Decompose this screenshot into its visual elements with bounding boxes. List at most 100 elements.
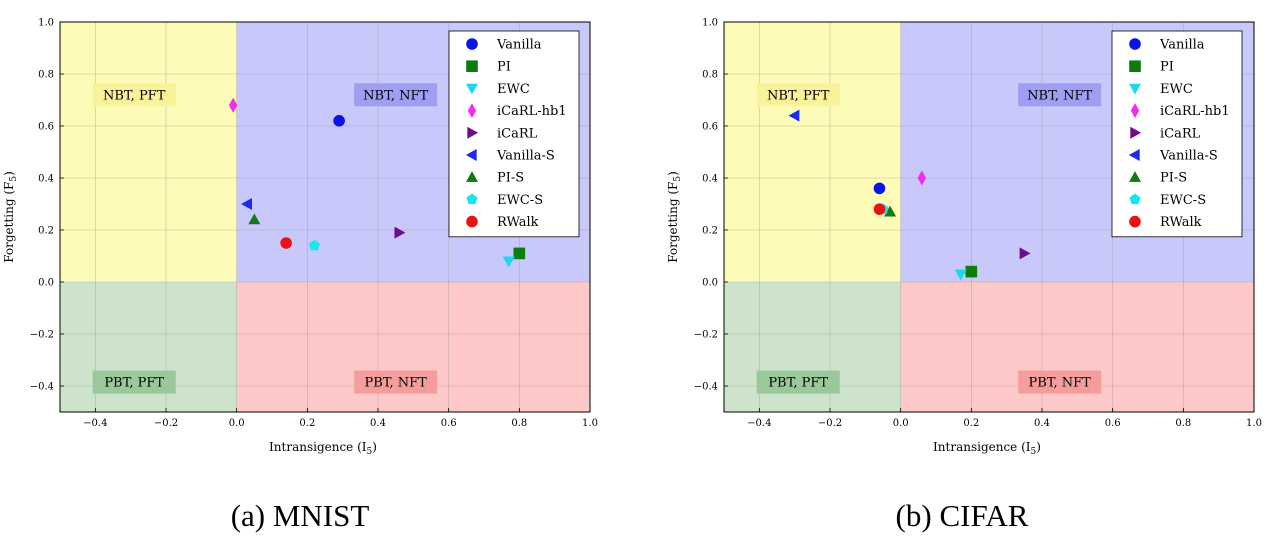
legend-entry-ewc: EWC	[497, 82, 530, 97]
x-tick-label: 0.2	[299, 418, 315, 429]
legend-entry-vanilla-s: Vanilla-S	[496, 149, 555, 164]
point-icarl-hb1-diamond-marker	[228, 97, 238, 113]
legend-entry-rwalk: RWalk	[1160, 215, 1202, 230]
plot-frame	[723, 21, 1255, 413]
quadrant-label-pbt-nft: PBT, NFT	[1028, 376, 1091, 391]
quadrant-label-nbt-nft: NBT, NFT	[1027, 88, 1092, 103]
y-tick-label: −0.2	[30, 330, 54, 341]
legend-vanilla-s-triangle-left-marker	[1128, 148, 1140, 162]
quadrant-nbt-pft	[724, 22, 901, 282]
point-vanilla-circle-marker	[873, 182, 886, 195]
quadrant-label-pbt-nft: PBT, NFT	[364, 376, 427, 391]
legend-entry-vanilla: Vanilla	[1159, 38, 1205, 53]
y-tick-label: 0.8	[702, 70, 718, 81]
legend-entry-pi-s: PI-S	[1160, 171, 1187, 186]
y-axis-label: Forgetting (F5)	[2, 171, 19, 263]
point-rwalk-circle-marker	[280, 237, 292, 249]
point-vanilla-s-triangle-left-marker	[241, 197, 252, 211]
y-tick-label: 0.0	[38, 278, 54, 289]
y-axis-label: Forgetting (F5)	[666, 171, 683, 263]
figure-caption: (b) CIFAR	[896, 498, 1029, 533]
quadrant-label-box	[1018, 83, 1102, 107]
point-ewc-triangle-down-marker	[502, 256, 515, 268]
x-tick-label: 0.0	[893, 418, 909, 429]
legend-pi-s-triangle-up-marker	[465, 171, 479, 182]
chart-panel-mnist: NBT, PFT NBT, NFT PBT, PFT PBT, NFT −0.4 −0.2…	[2, 18, 598, 534]
legend-entry-ewc: EWC	[1160, 82, 1193, 97]
legend-icarl-triangle-right-marker	[1130, 126, 1142, 139]
legend-icarl-hb1-diamond-marker	[467, 103, 477, 119]
quadrant-label-box	[756, 83, 840, 107]
y-tick-label: 0.8	[38, 70, 54, 81]
x-axis-label: Intransigence (I5)	[933, 440, 1041, 457]
point-icarl-triangle-right-marker	[1019, 247, 1031, 260]
y-tick-label: 0.2	[38, 226, 54, 237]
point-ewc-triangle-down-marker	[954, 269, 967, 281]
point-vanilla-s-triangle-left-marker	[788, 109, 800, 122]
legend-entry-pi-s: PI-S	[497, 171, 524, 186]
x-tick-label: 0.8	[511, 418, 527, 429]
legend-icarl-triangle-right-marker	[467, 126, 479, 139]
point-rwalk-circle-marker	[873, 203, 886, 215]
x-tick-label: −0.2	[154, 418, 178, 429]
y-tick-label: 0.4	[38, 174, 54, 185]
legend-vanilla-circle-marker	[466, 38, 478, 50]
legend-entry-icarl: iCaRL	[1160, 126, 1201, 141]
figure-caption: (a) MNIST	[231, 498, 370, 533]
legend-entry-vanilla-s: Vanilla-S	[1159, 149, 1218, 164]
legend-pi-square-marker	[1129, 60, 1141, 73]
point-ewc-s-pentagon-marker	[308, 239, 320, 251]
x-tick-label: 0.4	[370, 418, 386, 429]
quadrant-label-box	[1018, 370, 1102, 394]
x-tick-label: −0.4	[747, 418, 771, 429]
legend-entry-icarl: iCaRL	[497, 126, 538, 141]
x-tick-label: 0.6	[441, 418, 457, 429]
legend-ewc-s-pentagon-marker	[466, 193, 478, 205]
y-tick-label: −0.2	[694, 330, 718, 341]
quadrant-label-box	[354, 370, 438, 394]
x-tick-label: 0.0	[229, 418, 245, 429]
legend-pi-s-triangle-up-marker	[1128, 171, 1142, 182]
y-tick-label: 0.2	[702, 226, 718, 237]
y-tick-label: −0.4	[694, 382, 718, 393]
x-tick-label: 0.6	[1105, 418, 1121, 429]
quadrant-label-nbt-nft: NBT, NFT	[363, 88, 428, 103]
legend-rwalk-circle-marker	[1129, 215, 1141, 228]
legend-icarl-hb1-diamond-marker	[1130, 103, 1140, 119]
point-pi-square-marker	[513, 247, 526, 260]
point-pi-square-marker	[965, 265, 978, 278]
point-icarl-hb1-diamond-marker	[917, 170, 927, 186]
y-tick-label: 0.6	[38, 122, 54, 133]
legend-ewc-s-pentagon-marker	[1129, 193, 1141, 205]
quadrant-label-box	[756, 370, 840, 394]
chart-panel-cifar: NBT, PFT NBT, NFT PBT, PFT PBT, NFT −0.4 −0.2…	[666, 18, 1262, 534]
legend-entry-ewc-s: EWC-S	[497, 193, 543, 208]
legend-vanilla-circle-marker	[1129, 38, 1141, 50]
y-tick-label: 1.0	[38, 18, 54, 29]
legend-ewc-triangle-down-marker	[465, 83, 479, 95]
quadrant-label-nbt-pft: NBT, PFT	[767, 88, 830, 103]
legend-ewc-triangle-down-marker	[1128, 83, 1142, 95]
x-tick-label: 0.2	[963, 418, 979, 429]
legend-entry-icarl-hb1: iCaRL-hb1	[1160, 104, 1230, 119]
y-tick-label: 1.0	[702, 18, 718, 29]
x-tick-label: 0.8	[1175, 418, 1191, 429]
point-icarl-triangle-right-marker	[394, 226, 406, 239]
point-vanilla-circle-marker	[333, 115, 345, 127]
quadrant-label-pbt-pft: PBT, PFT	[104, 376, 164, 391]
quadrant-nbt-pft	[60, 22, 237, 282]
x-tick-label: 0.4	[1034, 418, 1050, 429]
legend-entry-icarl-hb1: iCaRL-hb1	[497, 104, 567, 119]
y-tick-label: −0.4	[30, 382, 54, 393]
y-tick-label: 0.4	[702, 174, 718, 185]
x-tick-label: −0.4	[83, 418, 107, 429]
quadrant-label-box	[92, 370, 176, 394]
plot-frame	[59, 21, 591, 413]
x-tick-label: −0.2	[818, 418, 842, 429]
y-tick-label: 0.6	[702, 122, 718, 133]
quadrant-label-box	[92, 83, 176, 107]
legend-pi-square-marker	[466, 60, 478, 73]
x-tick-label: 1.0	[582, 418, 598, 429]
quadrant-label-pbt-pft: PBT, PFT	[768, 376, 828, 391]
